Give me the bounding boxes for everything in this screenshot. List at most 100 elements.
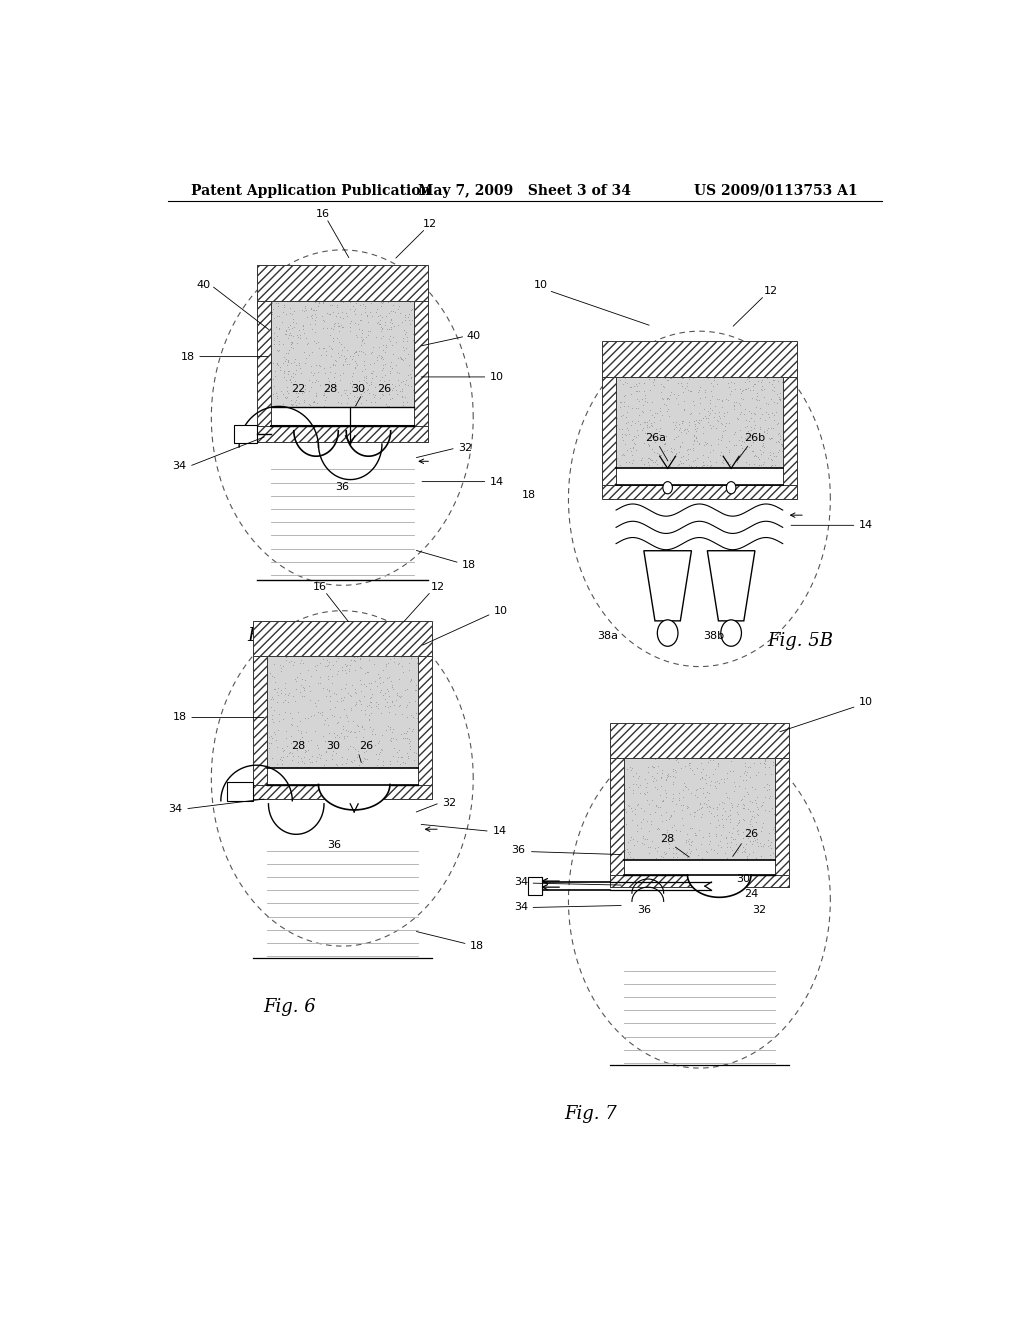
- Point: [748, 457, 764, 478]
- Point: [720, 389, 736, 411]
- Point: [756, 422, 772, 444]
- Point: [342, 372, 358, 393]
- Point: [639, 789, 655, 810]
- Point: [352, 294, 369, 315]
- Point: [398, 392, 415, 413]
- Point: [766, 822, 782, 843]
- Point: [673, 453, 689, 474]
- Point: [708, 824, 724, 845]
- Point: [353, 360, 370, 381]
- Point: [672, 436, 688, 457]
- Point: [368, 692, 384, 713]
- Point: [745, 828, 762, 849]
- Point: [366, 653, 382, 675]
- Point: [382, 754, 398, 775]
- Point: [335, 354, 351, 375]
- Point: [711, 793, 727, 814]
- Point: [772, 389, 788, 411]
- Point: [687, 838, 703, 859]
- Point: [361, 396, 378, 417]
- Point: [697, 432, 714, 453]
- Point: [745, 417, 762, 438]
- Point: [647, 748, 664, 770]
- Point: [366, 718, 382, 739]
- Point: [336, 698, 352, 719]
- Point: [350, 375, 367, 396]
- Point: [314, 705, 331, 726]
- Point: [623, 441, 639, 462]
- Point: [275, 334, 292, 355]
- Point: [381, 376, 397, 397]
- Point: [341, 659, 357, 680]
- Point: [616, 807, 633, 828]
- Point: [373, 292, 389, 313]
- Point: [625, 429, 641, 450]
- Point: [647, 795, 664, 816]
- Point: [298, 722, 314, 743]
- Point: [719, 401, 735, 422]
- Point: [645, 375, 662, 396]
- Point: [621, 843, 637, 865]
- Point: [644, 426, 660, 447]
- Point: [328, 684, 344, 705]
- Point: [352, 680, 369, 701]
- Point: [753, 836, 769, 857]
- Point: [726, 780, 742, 801]
- Point: [290, 751, 306, 772]
- Point: [757, 754, 773, 775]
- Point: [746, 777, 763, 799]
- Point: [318, 708, 335, 729]
- Point: [337, 659, 353, 680]
- Point: [281, 685, 297, 706]
- Point: [608, 447, 625, 469]
- Point: [378, 719, 394, 741]
- Point: [663, 805, 679, 826]
- Circle shape: [663, 482, 673, 494]
- Point: [715, 453, 731, 474]
- Point: [753, 846, 769, 867]
- Point: [755, 432, 771, 453]
- Point: [350, 689, 367, 710]
- Point: [276, 294, 293, 315]
- Point: [750, 383, 766, 404]
- Point: [281, 652, 297, 673]
- Point: [282, 297, 298, 318]
- Point: [729, 821, 745, 842]
- Point: [378, 653, 394, 675]
- Point: [314, 725, 331, 746]
- Point: [623, 826, 639, 847]
- Point: [628, 397, 644, 418]
- Point: [379, 395, 395, 416]
- Point: [682, 380, 698, 401]
- Point: [664, 442, 680, 463]
- Point: [268, 293, 285, 314]
- Point: [396, 387, 413, 408]
- Point: [384, 358, 400, 379]
- Point: [617, 368, 634, 389]
- Point: [357, 371, 374, 392]
- Point: [287, 348, 303, 370]
- Point: [382, 355, 398, 376]
- Point: [303, 298, 319, 319]
- Point: [766, 380, 782, 401]
- Point: [666, 759, 682, 780]
- Point: [380, 292, 396, 313]
- Point: [653, 457, 670, 478]
- Point: [364, 684, 380, 705]
- Point: [752, 397, 768, 418]
- Point: [738, 834, 755, 855]
- Point: [693, 762, 710, 783]
- Point: [624, 411, 640, 432]
- Point: [739, 367, 756, 388]
- Point: [384, 379, 400, 400]
- Point: [657, 768, 674, 789]
- Point: [756, 385, 772, 407]
- Point: [740, 436, 757, 457]
- Point: [289, 739, 305, 760]
- Point: [296, 677, 312, 698]
- Point: [289, 333, 305, 354]
- Point: [362, 692, 379, 713]
- Point: [701, 450, 718, 471]
- Point: [324, 673, 340, 694]
- Point: [374, 738, 390, 759]
